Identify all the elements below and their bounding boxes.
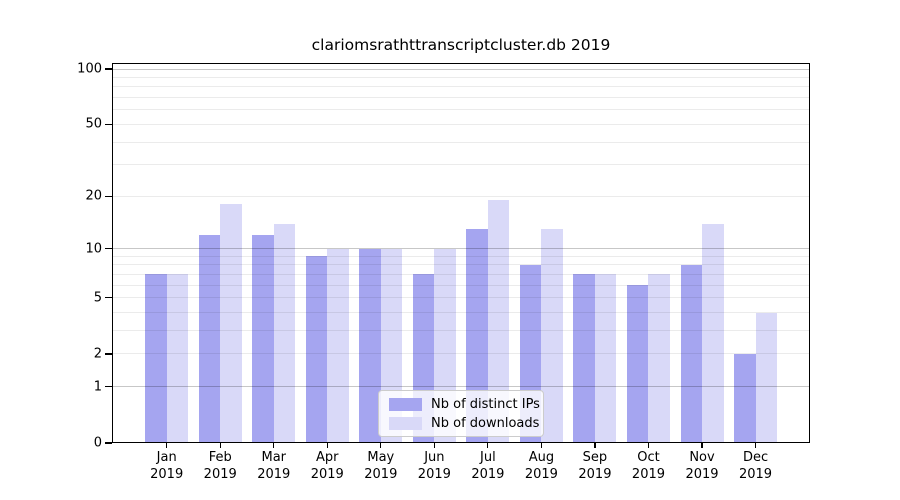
bar-downloads: [166, 274, 189, 443]
gridline-minor: [113, 273, 809, 275]
y-tick-label: 10: [85, 241, 102, 257]
x-tick: [326, 443, 328, 448]
legend-label-distinct-ips: Nb of distinct IPs: [431, 396, 540, 412]
y-tick: [105, 68, 112, 70]
gridline-minor: [113, 86, 809, 88]
x-tick: [273, 443, 275, 448]
gridline-minor: [113, 284, 809, 286]
bar-distinct-ips: [252, 235, 274, 443]
gridline-minor: [113, 297, 809, 299]
chart-title: clariomsrathttranscriptcluster.db 2019: [311, 36, 611, 54]
y-tick: [105, 248, 112, 250]
bar-distinct-ips: [734, 353, 756, 443]
gridline-major: [113, 386, 809, 388]
gridline-minor: [113, 141, 809, 143]
gridline-minor: [113, 76, 809, 78]
legend-item-downloads: Nb of downloads: [379, 416, 543, 431]
bar-distinct-ips: [198, 235, 221, 443]
gridline-minor: [113, 255, 809, 257]
legend-swatch-downloads: [389, 416, 422, 430]
y-tick: [105, 297, 112, 299]
legend-label-downloads: Nb of downloads: [431, 415, 540, 431]
bar-distinct-ips: [145, 274, 167, 443]
y-tick: [105, 442, 112, 444]
gridline-minor: [113, 123, 809, 125]
x-tick: [219, 443, 221, 448]
x-tick-label: Aug 2019: [524, 450, 558, 482]
x-tick-label: Apr 2019: [310, 450, 344, 482]
y-tick-label: 2: [93, 346, 102, 362]
x-tick: [594, 443, 596, 448]
bar-distinct-ips: [359, 248, 381, 443]
x-tick-label: Nov 2019: [685, 450, 719, 482]
gridline-minor: [113, 264, 809, 266]
legend: Nb of distinct IPs Nb of downloads: [378, 390, 544, 437]
bar-distinct-ips: [626, 285, 649, 443]
x-tick: [754, 443, 757, 448]
x-tick: [380, 443, 382, 448]
legend-item-distinct-ips: Nb of distinct IPs: [379, 397, 543, 412]
gridline-minor: [113, 97, 809, 99]
bar-downloads: [755, 312, 778, 443]
gridline-minor: [113, 353, 809, 355]
x-tick: [701, 443, 703, 448]
bar-downloads: [541, 229, 563, 443]
x-tick: [647, 443, 650, 448]
y-tick-label: 1: [93, 379, 102, 395]
bar-distinct-ips: [573, 274, 595, 443]
x-tick-label: Oct 2019: [631, 450, 666, 482]
y-tick: [105, 123, 112, 125]
x-tick: [540, 443, 542, 448]
gridline-major: [113, 248, 809, 250]
x-tick-label: Sep 2019: [578, 450, 612, 482]
x-tick-label: Jul 2019: [471, 450, 505, 482]
y-tick-label: 50: [85, 116, 102, 132]
gridline-minor: [113, 312, 809, 314]
bar-distinct-ips: [680, 264, 702, 443]
bar-downloads: [702, 223, 724, 443]
gridline-minor: [113, 195, 809, 197]
x-tick: [433, 443, 435, 448]
x-tick: [166, 443, 168, 448]
legend-swatch-distinct-ips: [389, 397, 422, 411]
bar-distinct-ips: [466, 229, 488, 443]
gridline-minor: [113, 109, 809, 111]
y-tick-label: 100: [77, 61, 102, 77]
x-tick-label: Jun 2019: [417, 450, 451, 482]
gridline-major: [113, 68, 809, 70]
y-tick-label: 0: [93, 435, 102, 451]
x-tick-label: Mar 2019: [257, 450, 291, 482]
bar-downloads: [487, 200, 510, 443]
y-tick: [105, 386, 112, 388]
y-tick: [105, 195, 112, 197]
gridline-minor: [113, 164, 809, 166]
bar-downloads: [220, 204, 242, 443]
x-tick: [487, 443, 489, 448]
x-tick-label: Dec 2019: [738, 450, 773, 482]
gridline-minor: [113, 330, 809, 332]
y-tick: [105, 353, 112, 355]
bar-downloads: [327, 248, 349, 443]
x-tick-label: Jan 2019: [150, 450, 184, 482]
bar-downloads: [594, 274, 617, 443]
x-tick-label: May 2019: [364, 450, 398, 482]
bar-downloads: [273, 223, 296, 443]
y-tick-label: 5: [93, 290, 102, 306]
bar-distinct-ips: [305, 256, 328, 443]
x-tick-label: Feb 2019: [203, 450, 237, 482]
bar-downloads: [648, 274, 670, 443]
y-tick-label: 20: [85, 188, 102, 204]
